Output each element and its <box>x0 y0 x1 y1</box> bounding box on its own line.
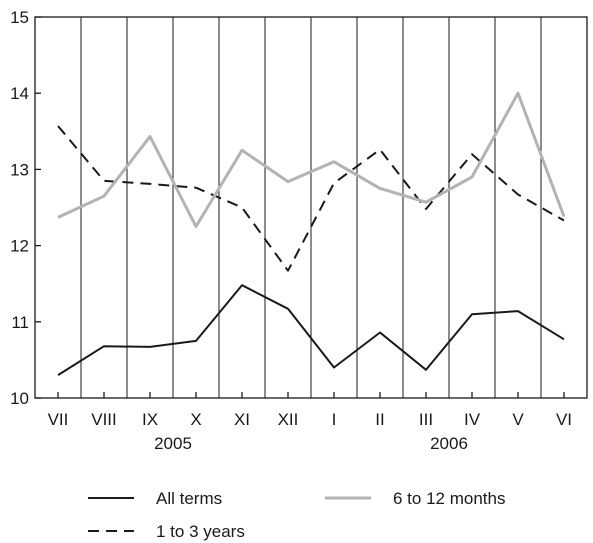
x-tick-label: I <box>332 410 337 429</box>
x-tick-label: XI <box>234 410 250 429</box>
y-tick-label: 11 <box>11 313 29 332</box>
legend-label-all-terms: All terms <box>156 489 222 508</box>
x-tick-label: II <box>375 410 384 429</box>
legend-label-6-to-12-months: 6 to 12 months <box>393 489 505 508</box>
y-tick-label: 14 <box>10 84 29 103</box>
y-axis: 10 11 12 13 14 15 <box>10 8 41 408</box>
x-tick-label: VIII <box>91 410 117 429</box>
year-label: 2005 <box>154 434 192 453</box>
series-layer <box>57 91 566 376</box>
series-line-all-terms <box>57 284 565 376</box>
x-tick-label: V <box>512 410 524 429</box>
x-tick-label: XII <box>278 410 299 429</box>
y-tick-label: 10 <box>10 389 29 408</box>
y-tick-label: 13 <box>10 160 29 179</box>
series-line-6-to-12-months <box>57 91 566 228</box>
x-tick-label: VII <box>48 410 69 429</box>
y-tick-label: 15 <box>10 8 29 27</box>
plot-area <box>34 16 588 399</box>
x-tick-label: III <box>419 410 433 429</box>
year-label: 2006 <box>430 434 468 453</box>
x-tick-label: IX <box>142 410 158 429</box>
legend-label-1-to-3-years: 1 to 3 years <box>156 522 245 541</box>
legend: All terms 1 to 3 years 6 to 12 months <box>88 489 505 541</box>
x-tick-label: VI <box>556 410 572 429</box>
x-tick-label: IV <box>464 410 481 429</box>
y-tick-label: 12 <box>10 237 29 256</box>
x-tick-label: X <box>190 410 201 429</box>
